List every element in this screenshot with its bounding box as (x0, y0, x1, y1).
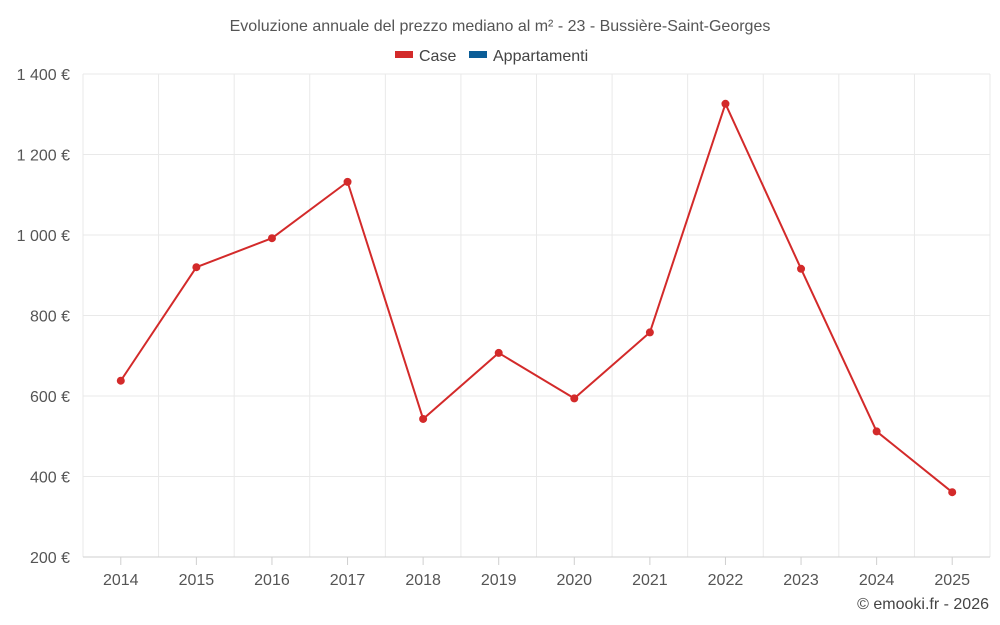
legend-item-case[interactable]: Case (395, 48, 456, 65)
x-tick-label: 2020 (556, 572, 592, 589)
x-tick-label: 2014 (103, 572, 139, 589)
y-tick-label: 1 400 € (17, 67, 70, 84)
x-tick-label: 2021 (632, 572, 668, 589)
x-tick-label: 2016 (254, 572, 290, 589)
data-point[interactable] (948, 488, 957, 497)
data-point[interactable] (494, 348, 503, 357)
y-tick-label: 1 000 € (17, 228, 70, 245)
x-tick-label: 2019 (481, 572, 517, 589)
data-point[interactable] (343, 177, 352, 186)
y-tick-label: 800 € (30, 309, 70, 326)
y-tick-label: 600 € (30, 389, 70, 406)
y-tick-label: 200 € (30, 550, 70, 567)
data-point[interactable] (721, 99, 730, 108)
x-tick-label: 2025 (934, 572, 970, 589)
legend-swatch-case (395, 51, 413, 58)
data-point[interactable] (797, 264, 806, 273)
legend-item-appartamenti[interactable]: Appartamenti (469, 48, 588, 65)
y-tick-label: 1 200 € (17, 148, 70, 165)
data-point[interactable] (116, 376, 125, 385)
series-line (119, 102, 953, 493)
x-tick-label: 2015 (179, 572, 215, 589)
series-case (116, 99, 957, 497)
data-point[interactable] (267, 234, 276, 243)
legend-label-case: Case (419, 48, 456, 65)
y-axis: 200 € 400 € 600 € 800 € 1 000 € 1 200 € 1 400 … (17, 67, 70, 567)
x-axis: 2014 2015 2016 2017 2018 2019 2020 2021 2022 2023… (83, 556, 990, 589)
legend-swatch-appartamenti (469, 51, 487, 58)
x-tick-label: 2024 (859, 572, 895, 589)
x-tick-label: 2023 (783, 572, 819, 589)
legend-label-appartamenti: Appartamenti (493, 48, 588, 65)
data-point[interactable] (192, 263, 201, 272)
legend: Case Appartamenti (395, 48, 588, 65)
data-point[interactable] (645, 328, 654, 337)
series (116, 99, 957, 497)
x-tick-label: 2017 (330, 572, 366, 589)
data-point[interactable] (419, 414, 428, 423)
credit: © emooki.fr - 2026 (857, 596, 989, 613)
chart-title: Evoluzione annuale del prezzo mediano al… (230, 18, 771, 35)
data-point[interactable] (872, 427, 881, 436)
x-tick-label: 2018 (405, 572, 441, 589)
grid (82, 73, 991, 557)
data-point[interactable] (570, 394, 579, 403)
y-tick-label: 400 € (30, 470, 70, 487)
x-tick-label: 2022 (708, 572, 744, 589)
